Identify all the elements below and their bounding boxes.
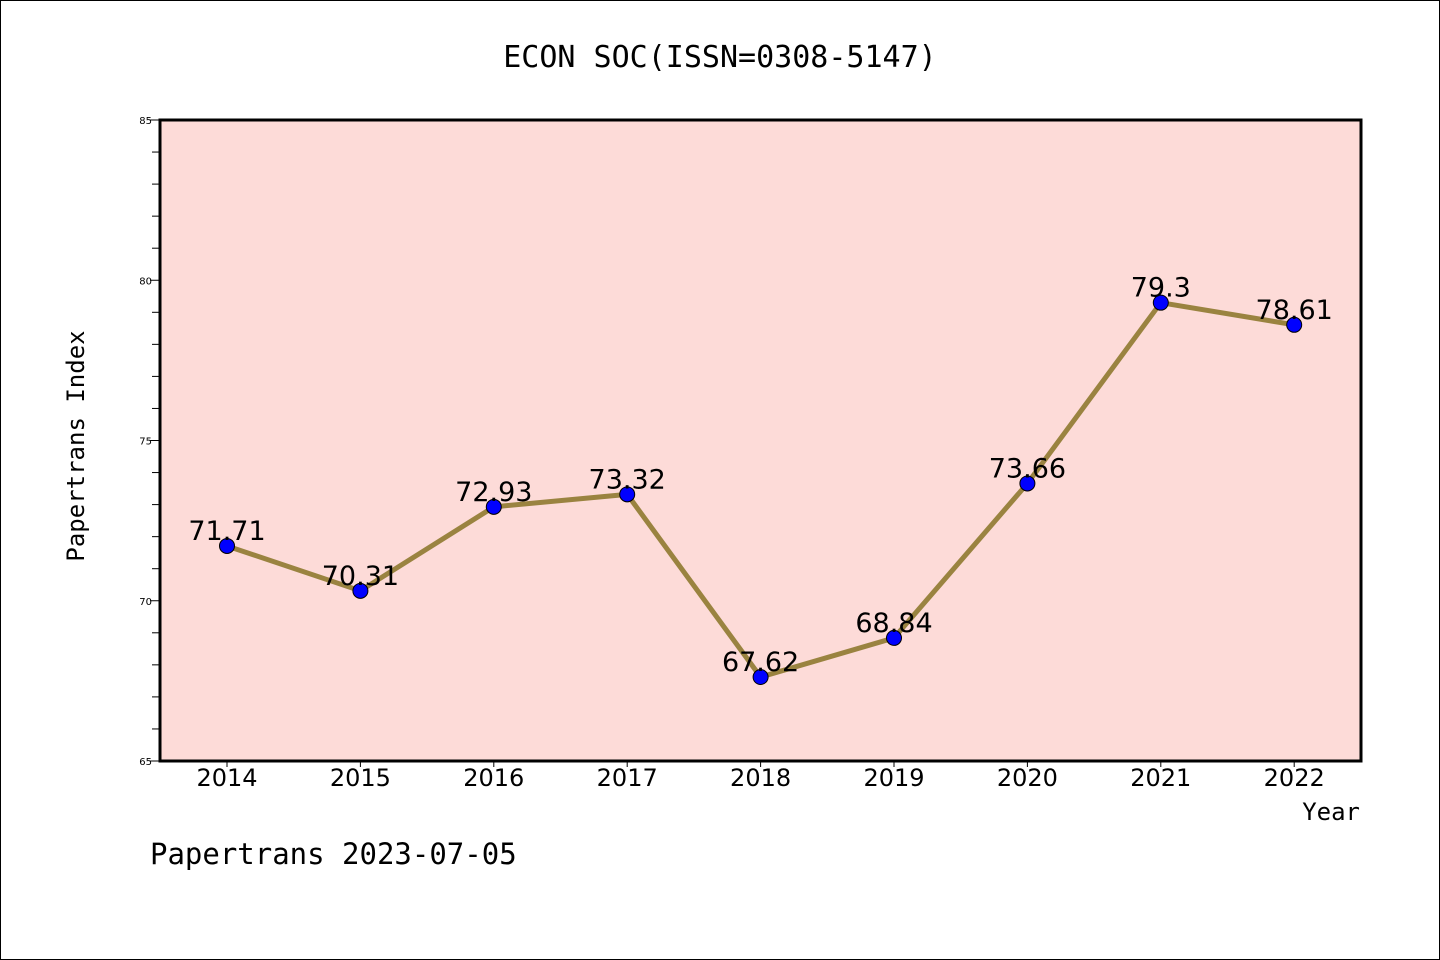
data-label: 73.32 [589,464,666,495]
y-tick-label: 70 [139,597,152,608]
x-tick-label: 2019 [863,764,924,792]
y-tick-label: 85 [139,116,152,127]
x-tick-label: 2015 [330,764,391,792]
x-tick-label: 2014 [196,764,257,792]
x-tick-label: 2021 [1130,764,1191,792]
chart-title: ECON SOC(ISSN=0308-5147) [503,40,936,75]
y-tick-label: 75 [139,437,152,448]
data-label: 72.93 [455,477,532,508]
x-tick-label: 2016 [463,764,524,792]
data-label: 71.71 [188,516,265,547]
x-tick-label: 2018 [730,764,791,792]
data-labels: 71.71 70.31 72.93 73.32 67.62 68.84 73.66 79.3 7… [188,273,1332,678]
data-label: 67.62 [722,647,799,678]
y-tick-label: 80 [139,276,152,287]
data-point [219,537,235,554]
x-axis: 2014 2015 2016 2017 2018 2019 2020 2021 2022 [196,760,1325,792]
data-label: 70.31 [322,561,399,592]
data-label: 79.3 [1131,273,1191,304]
data-point [1152,294,1169,311]
data-point [1019,475,1036,492]
y-axis: 65 70 75 80 85 [139,116,160,768]
data-point [752,669,769,686]
y-tick-label: 65 [139,757,152,768]
data-point [352,582,369,599]
x-axis-label: Year [1302,798,1360,826]
y-axis-label: Papertrans Index [62,330,90,561]
x-tick-label: 2017 [597,764,658,792]
x-tick-label: 2020 [997,764,1058,792]
data-point [619,486,636,503]
plot-area [158,118,1363,763]
data-point [485,498,502,515]
data-point [1286,316,1303,333]
data-label: 78.61 [1256,295,1333,326]
data-label: 73.66 [989,453,1066,484]
data-label: 68.84 [855,608,932,639]
footer-caption: Papertrans 2023-07-05 [150,837,517,871]
x-tick-label: 2022 [1264,764,1325,792]
data-markers [219,294,1303,686]
data-point [886,629,902,646]
